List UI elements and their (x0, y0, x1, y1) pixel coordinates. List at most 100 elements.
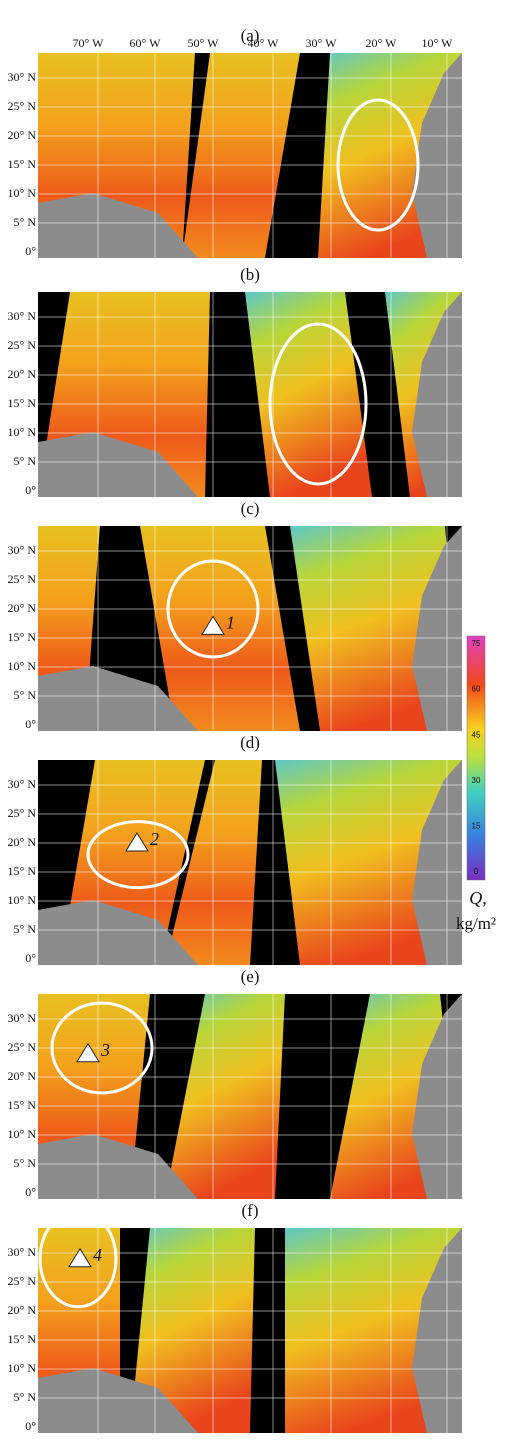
latitude-label: 15° N (8, 157, 37, 171)
latitude-label: 10° N (8, 1127, 37, 1141)
colorbar-tick-label: 60 (472, 685, 481, 694)
latitude-label: 15° N (8, 864, 37, 878)
marker-number: 4 (93, 1245, 102, 1265)
panel-label: (d) (240, 733, 260, 752)
land (38, 666, 198, 731)
latitude-label: 25° N (8, 1274, 37, 1288)
colorbar-symbol: Q, (469, 888, 487, 908)
latitude-label: 30° N (8, 777, 37, 791)
land (412, 292, 462, 497)
land (412, 526, 462, 731)
latitude-label: 20° N (8, 367, 37, 381)
latitude-label: 20° N (8, 835, 37, 849)
latitude-label: 30° N (8, 1245, 37, 1259)
latitude-label: 10° N (8, 425, 37, 439)
land (38, 1134, 198, 1199)
latitude-label: 30° N (8, 543, 37, 557)
latitude-label: 0° (25, 244, 36, 258)
land (38, 432, 198, 497)
latitude-label: 30° N (8, 1011, 37, 1025)
highlight-ellipse (38, 1209, 118, 1309)
latitude-label: 10° N (8, 659, 37, 673)
land (38, 1368, 198, 1433)
colorbar-tick-label: 0 (474, 867, 479, 876)
latitude-label: 5° N (14, 454, 37, 468)
longitude-label: 60° W (130, 36, 162, 50)
panel-label: (b) (240, 265, 260, 284)
latitude-label: 10° N (8, 1361, 37, 1375)
land (412, 994, 462, 1199)
colorbar-tick-label: 30 (472, 776, 481, 785)
latitude-label: 5° N (14, 688, 37, 702)
latitude-label: 25° N (8, 806, 37, 820)
latitude-label: 0° (25, 951, 36, 965)
land (412, 53, 462, 258)
latitude-label: 0° (25, 483, 36, 497)
map (38, 760, 462, 965)
latitude-label: 20° N (8, 1069, 37, 1083)
satellite-swath (182, 53, 300, 258)
colorbar-unit: kg/m² (456, 914, 496, 933)
panel-label: (e) (241, 967, 260, 986)
latitude-label: 15° N (8, 396, 37, 410)
latitude-label: 30° N (8, 70, 37, 84)
land (38, 193, 198, 258)
map (38, 292, 462, 497)
colorbar-tick-label: 15 (472, 822, 481, 831)
latitude-label: 25° N (8, 338, 37, 352)
longitude-label: 30° W (306, 36, 338, 50)
longitude-label: 20° W (366, 36, 398, 50)
latitude-label: 15° N (8, 1332, 37, 1346)
latitude-label: 0° (25, 717, 36, 731)
longitude-label: 50° W (188, 36, 220, 50)
highlight-ellipse (86, 820, 190, 890)
marker-triangle (201, 615, 225, 635)
map (38, 526, 462, 731)
highlight-ellipse (268, 322, 368, 486)
highlight-ellipse (336, 98, 420, 232)
map (38, 53, 462, 258)
latitude-label: 5° N (14, 215, 37, 229)
land (412, 760, 462, 965)
latitude-label: 10° N (8, 186, 37, 200)
longitude-label: 40° W (248, 36, 280, 50)
panel-label: (f) (242, 1201, 259, 1220)
latitude-label: 5° N (14, 1156, 37, 1170)
latitude-label: 20° N (8, 128, 37, 142)
latitude-label: 20° N (8, 601, 37, 615)
latitude-label: 25° N (8, 99, 37, 113)
longitude-label: 70° W (73, 36, 105, 50)
highlight-ellipse (50, 1001, 154, 1095)
satellite-swath (130, 1228, 255, 1433)
marker-number: 1 (226, 613, 235, 633)
marker-number: 3 (100, 1040, 110, 1060)
marker-triangle (68, 1247, 92, 1268)
longitude-label: 10° W (422, 36, 454, 50)
latitude-label: 0° (25, 1419, 36, 1433)
latitude-label: 0° (25, 1185, 36, 1199)
latitude-label: 20° N (8, 1303, 37, 1317)
land (38, 900, 198, 965)
colorbar (466, 635, 486, 881)
map (38, 1209, 462, 1433)
panel-label: (a) (241, 26, 260, 45)
latitude-label: 25° N (8, 1040, 37, 1054)
latitude-label: 5° N (14, 1390, 37, 1404)
satellite-swath (165, 994, 285, 1199)
latitude-label: 5° N (14, 922, 37, 936)
marker-number: 2 (150, 829, 159, 849)
latitude-label: 15° N (8, 1098, 37, 1112)
map (38, 994, 462, 1199)
latitude-label: 25° N (8, 572, 37, 586)
marker-triangle (125, 832, 149, 852)
latitude-label: 10° N (8, 893, 37, 907)
land (412, 1228, 462, 1433)
marker-triangle (76, 1042, 100, 1063)
highlight-ellipse (166, 559, 260, 659)
latitude-label: 15° N (8, 630, 37, 644)
panel-label: (c) (241, 499, 260, 518)
colorbar-tick-label: 45 (472, 730, 481, 739)
latitude-label: 30° N (8, 309, 37, 323)
colorbar-tick-label: 75 (472, 639, 481, 648)
